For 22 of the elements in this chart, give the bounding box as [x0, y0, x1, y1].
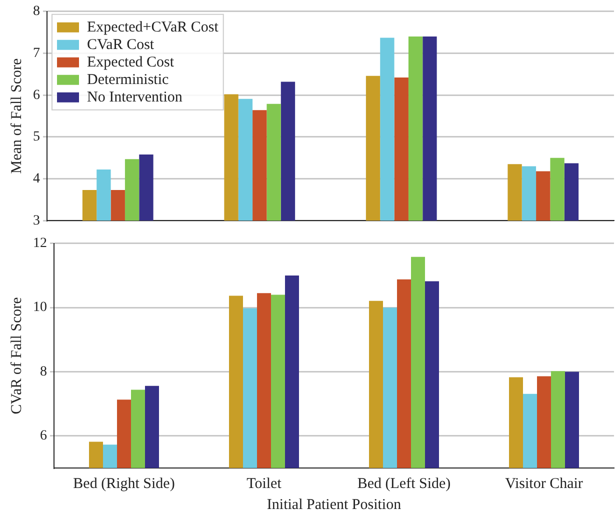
legend-label: No Intervention: [87, 89, 183, 106]
x-axis-title: Initial Patient Position: [266, 496, 402, 513]
legend-label: Deterministic: [87, 72, 169, 88]
y-axis-title: Mean of Fall Score: [8, 58, 25, 174]
y-axis-title: CVaR of Fall Score: [8, 296, 25, 414]
y-tick-label: 6: [40, 428, 47, 444]
legend-label: CVaR Cost: [87, 36, 155, 53]
x-tick-label: Bed (Left Side): [357, 476, 451, 492]
y-tick-label: 12: [33, 236, 47, 252]
x-tick-label: Toilet: [246, 476, 282, 492]
x-tick-label: Visitor Chair: [505, 476, 583, 492]
y-tick-label: 6: [33, 88, 40, 103]
x-tick-label: Bed (Right Side): [73, 476, 175, 492]
y-tick-label: 8: [40, 364, 47, 380]
y-tick-label: 7: [33, 46, 40, 61]
y-tick-label: 3: [33, 213, 40, 228]
y-tick-label: 5: [33, 130, 40, 145]
y-tick-label: 10: [33, 300, 47, 316]
legend-label: Expected+CVaR Cost: [87, 19, 220, 36]
legend-label: Expected Cost: [87, 54, 175, 70]
y-tick-label: 8: [33, 4, 40, 20]
y-tick-label: 4: [33, 171, 40, 186]
